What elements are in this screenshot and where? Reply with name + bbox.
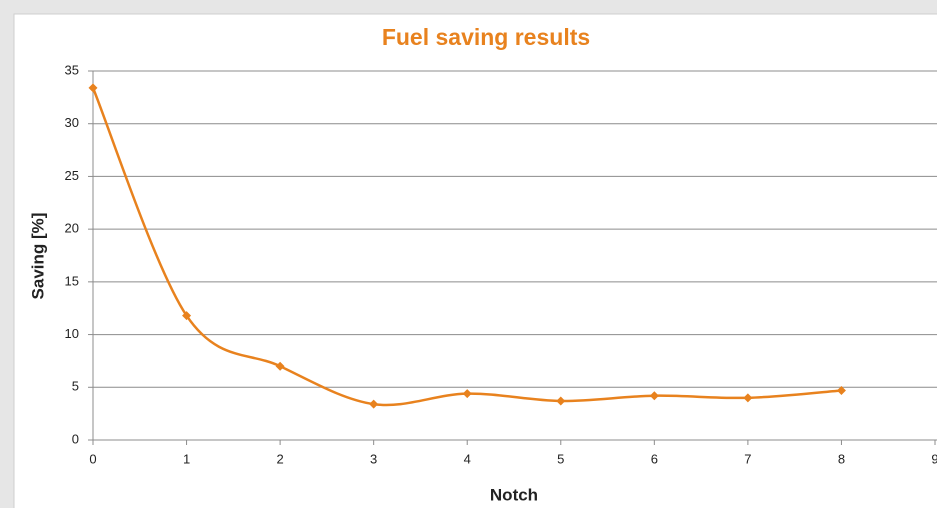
x-tick-label: 5 [557,451,564,466]
x-tick-label: 7 [744,451,751,466]
x-tick-label: 2 [276,451,283,466]
chart-panel [13,13,937,508]
y-axis-title: Saving [%] [28,213,47,300]
x-axis-title: Notch [490,485,538,504]
marker [743,393,753,403]
marker [182,311,192,321]
marker [462,389,472,399]
y-tick-label: 0 [72,431,79,446]
x-tick-label: 4 [464,451,471,466]
marker [649,391,659,401]
y-tick-label: 30 [65,115,79,130]
y-tick-label: 10 [65,326,79,341]
x-tick-label: 6 [651,451,658,466]
marker [556,396,566,406]
x-tick-label: 1 [183,451,190,466]
x-tick-label: 3 [370,451,377,466]
y-tick-label: 25 [65,168,79,183]
y-tick-label: 35 [65,62,79,77]
y-tick-label: 15 [65,273,79,288]
y-tick-label: 5 [72,379,79,394]
marker [369,399,379,409]
marker [275,361,285,371]
x-tick-label: 0 [89,451,96,466]
y-tick-label: 20 [65,221,79,236]
x-tick-label: 9 [931,451,937,466]
chart-title: Fuel saving results [382,24,590,50]
x-tick-label: 8 [838,451,845,466]
marker [836,385,846,395]
marker [88,83,98,93]
